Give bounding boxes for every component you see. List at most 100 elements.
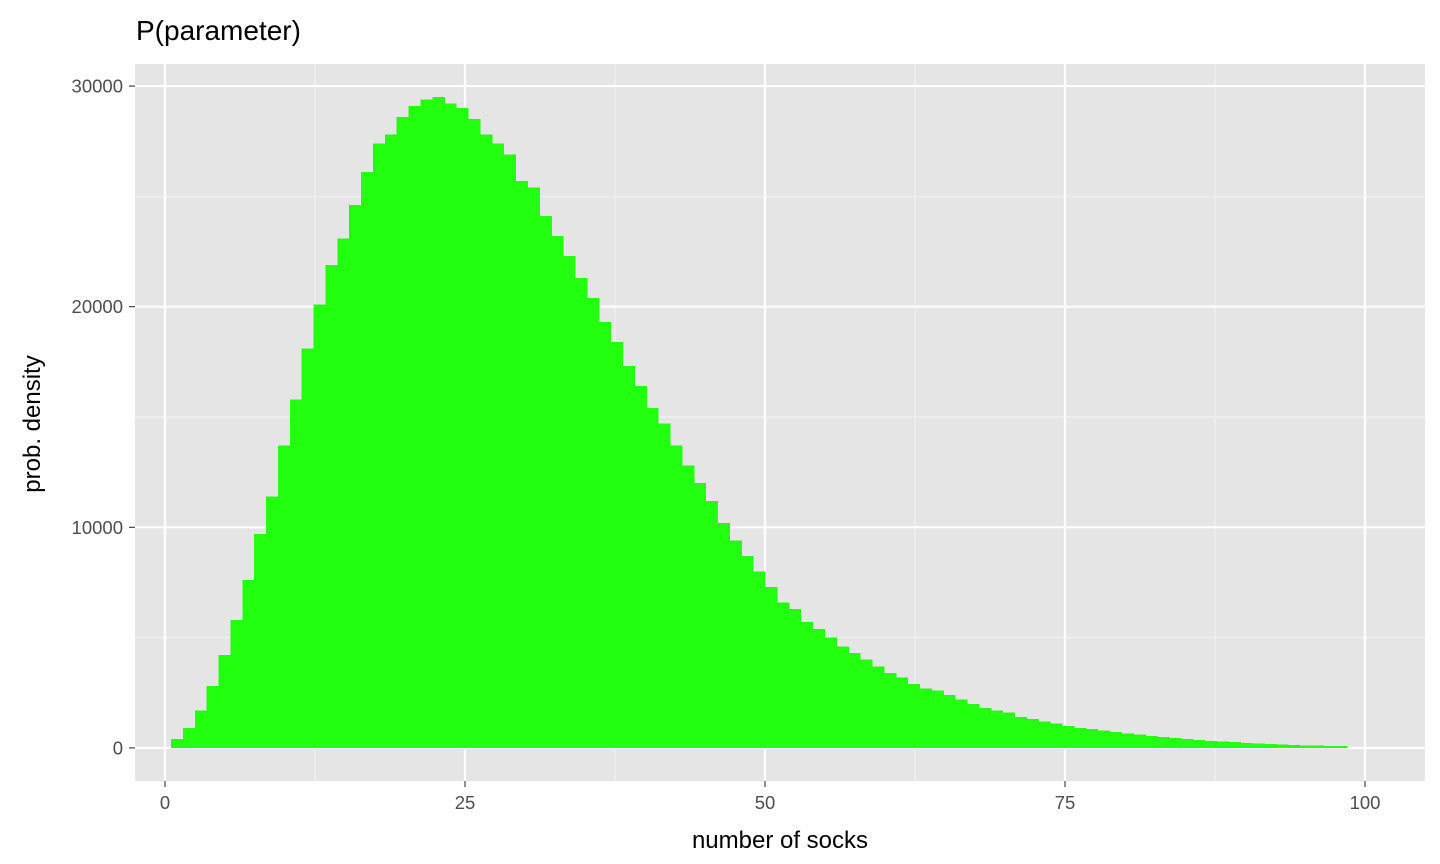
histogram-bar: [753, 571, 766, 748]
histogram-bar: [539, 216, 552, 748]
histogram-bar: [313, 304, 327, 748]
histogram-bar: [1145, 735, 1158, 748]
y-tick-label: 0: [113, 737, 123, 758]
histogram-bar: [1204, 740, 1218, 748]
histogram-bar: [408, 105, 422, 748]
histogram-bar: [206, 686, 220, 748]
histogram-bar: [907, 683, 921, 748]
histogram-bar: [1050, 723, 1063, 748]
histogram-bar: [990, 710, 1004, 748]
histogram-bar: [1109, 732, 1122, 748]
histogram-bar: [456, 108, 469, 748]
histogram-bar: [563, 255, 576, 748]
histogram-bar: [1038, 721, 1051, 748]
y-tick-label: 10000: [72, 517, 123, 538]
histogram-bar: [955, 699, 968, 748]
histogram-bar: [503, 154, 517, 748]
histogram-bar: [1192, 740, 1206, 748]
histogram-bar: [1180, 739, 1194, 748]
x-tick-label: 50: [755, 792, 776, 813]
histogram-bar: [717, 522, 730, 748]
histogram-bar: [289, 399, 303, 748]
histogram-bar: [1133, 734, 1146, 748]
histogram-bar: [574, 277, 588, 748]
x-axis-ticks: 0 25 50 75 100: [160, 781, 1380, 813]
histogram-bar: [871, 666, 885, 748]
x-tick-label: 25: [455, 792, 476, 813]
histogram-bar: [277, 445, 291, 748]
histogram-bar: [1275, 744, 1289, 748]
histogram-bar: [634, 386, 647, 748]
x-tick-label: 75: [1055, 792, 1076, 813]
histogram-bar: [622, 366, 635, 748]
histogram-bar: [919, 688, 932, 748]
histogram-bar: [337, 238, 350, 748]
histogram-bar: [658, 423, 671, 748]
histogram-bar: [1287, 744, 1301, 748]
histogram-bar: [218, 655, 231, 748]
histogram-bar: [372, 143, 386, 748]
histogram-bar: [266, 496, 279, 748]
histogram-bar: [420, 99, 433, 748]
histogram-bar: [432, 97, 445, 748]
histogram-bar: [1216, 741, 1229, 748]
histogram-bar: [1311, 745, 1324, 748]
histogram-bar: [824, 637, 837, 748]
histogram-bar: [1085, 729, 1099, 748]
histogram-bar: [1097, 730, 1111, 748]
histogram-bar: [610, 341, 624, 748]
histogram-bar: [325, 264, 338, 748]
histogram-bar: [194, 710, 208, 748]
histogram-bar: [883, 672, 897, 748]
histogram-bar: [396, 116, 410, 748]
histogram-bar: [1252, 743, 1265, 748]
y-tick-label: 30000: [72, 76, 123, 97]
histogram-bar: [943, 694, 956, 748]
histogram-bar: [705, 500, 719, 748]
histogram-bar: [646, 408, 659, 748]
histogram-bar: [836, 646, 849, 748]
histogram-bar: [800, 622, 814, 748]
histogram-bar: [551, 236, 564, 748]
histogram-bar: [848, 653, 861, 748]
histogram-bar: [741, 555, 754, 748]
x-axis-title: number of socks: [692, 827, 868, 854]
histogram-bar: [1240, 742, 1253, 748]
histogram-bar: [527, 187, 540, 748]
histogram-bar: [598, 322, 612, 748]
histogram-bar: [349, 205, 362, 748]
histogram-bar: [1299, 745, 1313, 748]
histogram-bar: [788, 608, 802, 748]
histogram-bar: [669, 445, 683, 748]
histogram-bar: [931, 690, 944, 748]
histogram-bar: [895, 677, 909, 748]
histogram-bar: [681, 465, 695, 748]
y-axis-ticks: 0 10000 20000 30000: [72, 76, 135, 758]
histogram-bar: [242, 580, 255, 748]
histogram-bar: [765, 586, 778, 748]
histogram-bar: [776, 602, 790, 748]
histogram-bar: [444, 103, 457, 748]
histogram-bar: [1014, 717, 1027, 748]
histogram-bar: [1062, 725, 1075, 748]
histogram-bar: [1026, 719, 1039, 748]
histogram-bar: [1323, 745, 1336, 748]
histogram-bar: [1157, 736, 1170, 748]
histogram-bar: [1073, 728, 1087, 748]
histogram-bar: [860, 659, 873, 748]
histogram-bar: [491, 143, 505, 748]
histogram-bar: [361, 172, 374, 748]
histogram-bar: [171, 739, 184, 748]
histogram-bar: [586, 297, 600, 748]
histogram-bar: [966, 703, 980, 748]
histogram-bar: [230, 619, 243, 748]
histogram-bar: [515, 180, 528, 748]
histogram-bar: [1228, 742, 1241, 748]
histogram-bar: [812, 628, 825, 748]
histogram-bar: [1121, 733, 1134, 748]
histogram-bar: [384, 134, 398, 748]
histogram-bar: [1335, 746, 1348, 748]
histogram-bar: [978, 708, 992, 748]
histogram-bar: [1002, 712, 1016, 748]
histogram-bar: [254, 533, 267, 748]
